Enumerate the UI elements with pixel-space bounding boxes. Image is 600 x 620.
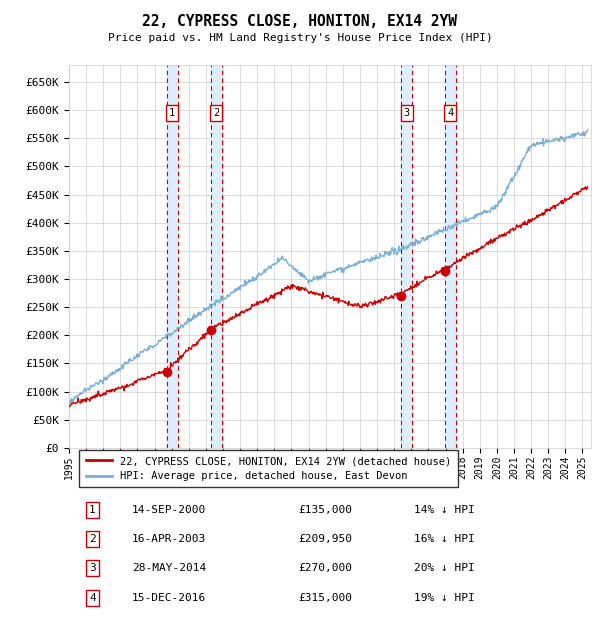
Text: 22, CYPRESS CLOSE, HONITON, EX14 2YW: 22, CYPRESS CLOSE, HONITON, EX14 2YW — [143, 14, 458, 29]
Text: 3: 3 — [404, 108, 410, 118]
Text: £135,000: £135,000 — [299, 505, 353, 515]
Text: 4: 4 — [89, 593, 96, 603]
Bar — [211, 65, 222, 448]
Text: 19% ↓ HPI: 19% ↓ HPI — [413, 593, 474, 603]
Bar — [401, 65, 412, 448]
Text: 3: 3 — [89, 564, 96, 574]
Text: 2: 2 — [89, 534, 96, 544]
Text: 15-DEC-2016: 15-DEC-2016 — [131, 593, 206, 603]
Bar — [167, 65, 178, 448]
Text: 14% ↓ HPI: 14% ↓ HPI — [413, 505, 474, 515]
Text: Price paid vs. HM Land Registry's House Price Index (HPI): Price paid vs. HM Land Registry's House … — [107, 33, 493, 43]
Text: 28-MAY-2014: 28-MAY-2014 — [131, 564, 206, 574]
Text: 4: 4 — [447, 108, 454, 118]
Text: 1: 1 — [89, 505, 96, 515]
Bar — [445, 65, 456, 448]
Text: 16% ↓ HPI: 16% ↓ HPI — [413, 534, 474, 544]
Text: £315,000: £315,000 — [299, 593, 353, 603]
Legend: 22, CYPRESS CLOSE, HONITON, EX14 2YW (detached house), HPI: Average price, detac: 22, CYPRESS CLOSE, HONITON, EX14 2YW (de… — [79, 450, 458, 487]
Text: 1: 1 — [169, 108, 175, 118]
Text: £209,950: £209,950 — [299, 534, 353, 544]
Text: 20% ↓ HPI: 20% ↓ HPI — [413, 564, 474, 574]
Text: 14-SEP-2000: 14-SEP-2000 — [131, 505, 206, 515]
Text: 2: 2 — [214, 108, 220, 118]
Text: 16-APR-2003: 16-APR-2003 — [131, 534, 206, 544]
Text: £270,000: £270,000 — [299, 564, 353, 574]
